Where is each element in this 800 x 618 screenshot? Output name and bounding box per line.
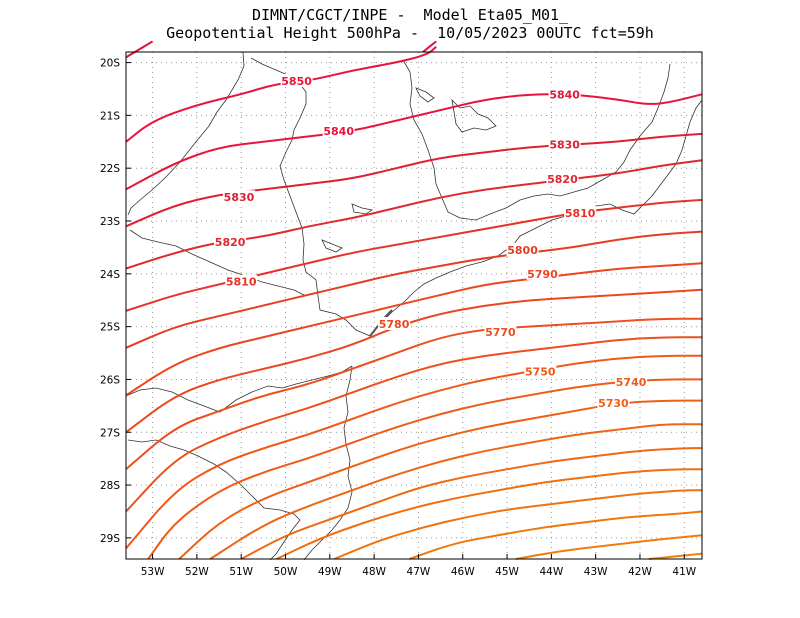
- x-tick-label: 44W: [539, 566, 563, 578]
- x-tick-label: 47W: [407, 566, 431, 578]
- contour-label-5800: 5800: [507, 244, 538, 257]
- y-tick-label: 25S: [100, 322, 120, 334]
- contour-label-bg: [506, 243, 539, 257]
- contour-label-bg: [524, 364, 557, 378]
- x-tick-label: 53W: [141, 566, 165, 578]
- contour-label-5790: 5790: [527, 268, 558, 281]
- contour-label-bg: [615, 375, 648, 389]
- contour-label-5830: 5830: [224, 191, 255, 204]
- y-tick-label: 20S: [100, 58, 120, 70]
- x-tick-label: 46W: [451, 566, 475, 578]
- contour-label-5850: 5850: [281, 75, 312, 88]
- contour-line-5750: [125, 354, 702, 550]
- y-tick-label: 24S: [100, 269, 120, 281]
- contour-label-5770: 5770: [485, 326, 516, 339]
- y-tick-label: 26S: [100, 374, 120, 386]
- x-tick-label: 50W: [274, 566, 298, 578]
- contour-line-5660: [648, 552, 703, 560]
- contour-label-5820: 5820: [547, 173, 578, 186]
- y-tick-label: 28S: [100, 480, 120, 492]
- contour-label-bg: [280, 74, 313, 88]
- x-tick-label: 52W: [185, 566, 209, 578]
- contour-label-bg: [214, 235, 247, 249]
- y-tick-label: 22S: [100, 163, 120, 175]
- contour-line-5800: [125, 230, 703, 349]
- contour-label-bg: [225, 274, 258, 288]
- contour-line-5790: [125, 262, 703, 397]
- contour-line-5840: [125, 93, 703, 191]
- contour-label-5840: 5840: [323, 125, 354, 138]
- contour-label-5840: 5840: [549, 88, 580, 101]
- contour-label-bg: [378, 316, 411, 330]
- y-tick-label: 23S: [100, 216, 120, 228]
- contour-label-5810: 5810: [226, 276, 257, 289]
- x-tick-label: 48W: [362, 566, 386, 578]
- contour-line-5860: [422, 40, 437, 53]
- contour-label-bg: [484, 324, 517, 338]
- contour-line-5760: [125, 336, 702, 513]
- contour-label-bg: [322, 124, 355, 138]
- x-tick-label: 45W: [495, 566, 519, 578]
- grid-lines: [126, 52, 702, 559]
- contour-line-5720: [209, 423, 702, 560]
- x-tick-label: 51W: [229, 566, 253, 578]
- y-tick-label: 29S: [100, 533, 120, 545]
- contour-label-bg: [564, 206, 597, 220]
- contour-line-5820: [125, 159, 703, 270]
- contour-lines: [125, 40, 703, 560]
- plot-frame: [125, 51, 703, 560]
- y-tick-label: 21S: [100, 110, 120, 122]
- x-tick-label: 41W: [672, 566, 696, 578]
- coastline-map: [125, 51, 703, 561]
- x-tick-label: 43W: [584, 566, 608, 578]
- contour-line-5680: [409, 510, 703, 560]
- contour-line-5690: [333, 489, 702, 560]
- contour-label-bg: [548, 87, 581, 101]
- contour-line-5730: [178, 399, 702, 560]
- contour-line-5740: [147, 378, 702, 560]
- axis-ticks: 53W 52W 51W 50W 49W 48W 47W 46W 45W 44W 43W 42W 41W 2…: [100, 58, 697, 578]
- contour-label-5750: 5750: [525, 366, 556, 379]
- contour-label-5820: 5820: [215, 236, 246, 249]
- contour-label-5830: 5830: [549, 138, 580, 151]
- contour-line-5670: [515, 534, 703, 560]
- contour-label-bg: [548, 137, 581, 151]
- x-tick-label: 49W: [318, 566, 342, 578]
- chart-title-line-1: DIMNT/CGCT/INPE - Model Eta05_M01_: [251, 6, 569, 24]
- contour-labels: 5850 5840 5840 5830 5830 5820 5820 5810 5810 5800…: [214, 74, 648, 410]
- contour-label-5810: 5810: [565, 207, 596, 220]
- contour-line-5830: [125, 132, 703, 228]
- contour-line-5850: [125, 45, 437, 143]
- x-tick-label: 42W: [628, 566, 652, 578]
- chart-title-line-2: Geopotential Height 500hPa - 10/05/2023 …: [166, 24, 654, 42]
- contour-label-bg: [597, 396, 630, 410]
- contour-label-bg: [222, 190, 255, 204]
- y-tick-label: 27S: [100, 427, 120, 439]
- contour-line-5700: [276, 468, 702, 560]
- contour-label-5730: 5730: [598, 397, 629, 410]
- contour-line-5770: [125, 317, 702, 470]
- contour-line-5860: [125, 40, 154, 59]
- contour-label-5740: 5740: [616, 376, 647, 389]
- contour-label-bg: [546, 171, 579, 185]
- contour-line-5780: [125, 288, 703, 434]
- contour-label-5780: 5780: [379, 318, 410, 331]
- contour-label-bg: [526, 266, 559, 280]
- contour-line-5710: [240, 447, 702, 560]
